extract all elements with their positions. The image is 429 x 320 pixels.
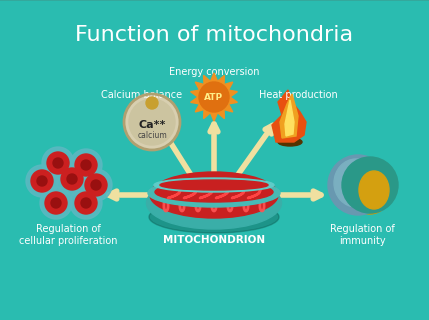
Text: Heat production: Heat production [259, 90, 337, 100]
Circle shape [47, 152, 69, 174]
Circle shape [81, 198, 91, 208]
Text: Ca**: Ca** [138, 120, 166, 130]
Ellipse shape [278, 138, 302, 146]
Ellipse shape [149, 201, 279, 233]
Ellipse shape [150, 172, 278, 218]
Circle shape [75, 192, 97, 214]
Circle shape [53, 158, 63, 168]
Polygon shape [190, 73, 237, 121]
Circle shape [51, 198, 61, 208]
Circle shape [129, 99, 175, 145]
Circle shape [26, 165, 58, 197]
Ellipse shape [146, 177, 281, 229]
Circle shape [40, 187, 72, 219]
Ellipse shape [160, 180, 268, 190]
Circle shape [61, 168, 83, 190]
Circle shape [342, 157, 398, 213]
Circle shape [146, 97, 158, 109]
Polygon shape [285, 100, 294, 136]
Text: MITOCHONDRION: MITOCHONDRION [163, 235, 265, 245]
Circle shape [31, 170, 53, 192]
Circle shape [70, 149, 102, 181]
Polygon shape [272, 90, 306, 142]
Circle shape [91, 180, 101, 190]
Text: Calcium balance: Calcium balance [101, 90, 183, 100]
Text: ATP: ATP [205, 92, 224, 101]
Text: Regulation of
immunity: Regulation of immunity [329, 224, 394, 246]
Circle shape [67, 174, 77, 184]
Text: Regulation of
cellular proliferation: Regulation of cellular proliferation [19, 224, 117, 246]
Text: Energy conversion: Energy conversion [169, 67, 259, 77]
Ellipse shape [334, 159, 378, 207]
Ellipse shape [359, 171, 389, 209]
Ellipse shape [348, 164, 392, 214]
Ellipse shape [155, 182, 273, 202]
Circle shape [56, 163, 88, 195]
Circle shape [75, 154, 97, 176]
Circle shape [45, 192, 67, 214]
Circle shape [328, 155, 388, 215]
Ellipse shape [148, 179, 280, 207]
Circle shape [81, 160, 91, 170]
Circle shape [70, 187, 102, 219]
Circle shape [80, 169, 112, 201]
Text: calcium: calcium [137, 132, 167, 140]
Circle shape [37, 176, 47, 186]
Circle shape [124, 94, 180, 150]
Circle shape [199, 82, 229, 112]
Polygon shape [280, 94, 298, 138]
Ellipse shape [354, 168, 390, 210]
Text: Function of mitochondria: Function of mitochondria [75, 25, 353, 45]
Circle shape [42, 147, 74, 179]
Circle shape [85, 174, 107, 196]
Ellipse shape [154, 178, 274, 192]
